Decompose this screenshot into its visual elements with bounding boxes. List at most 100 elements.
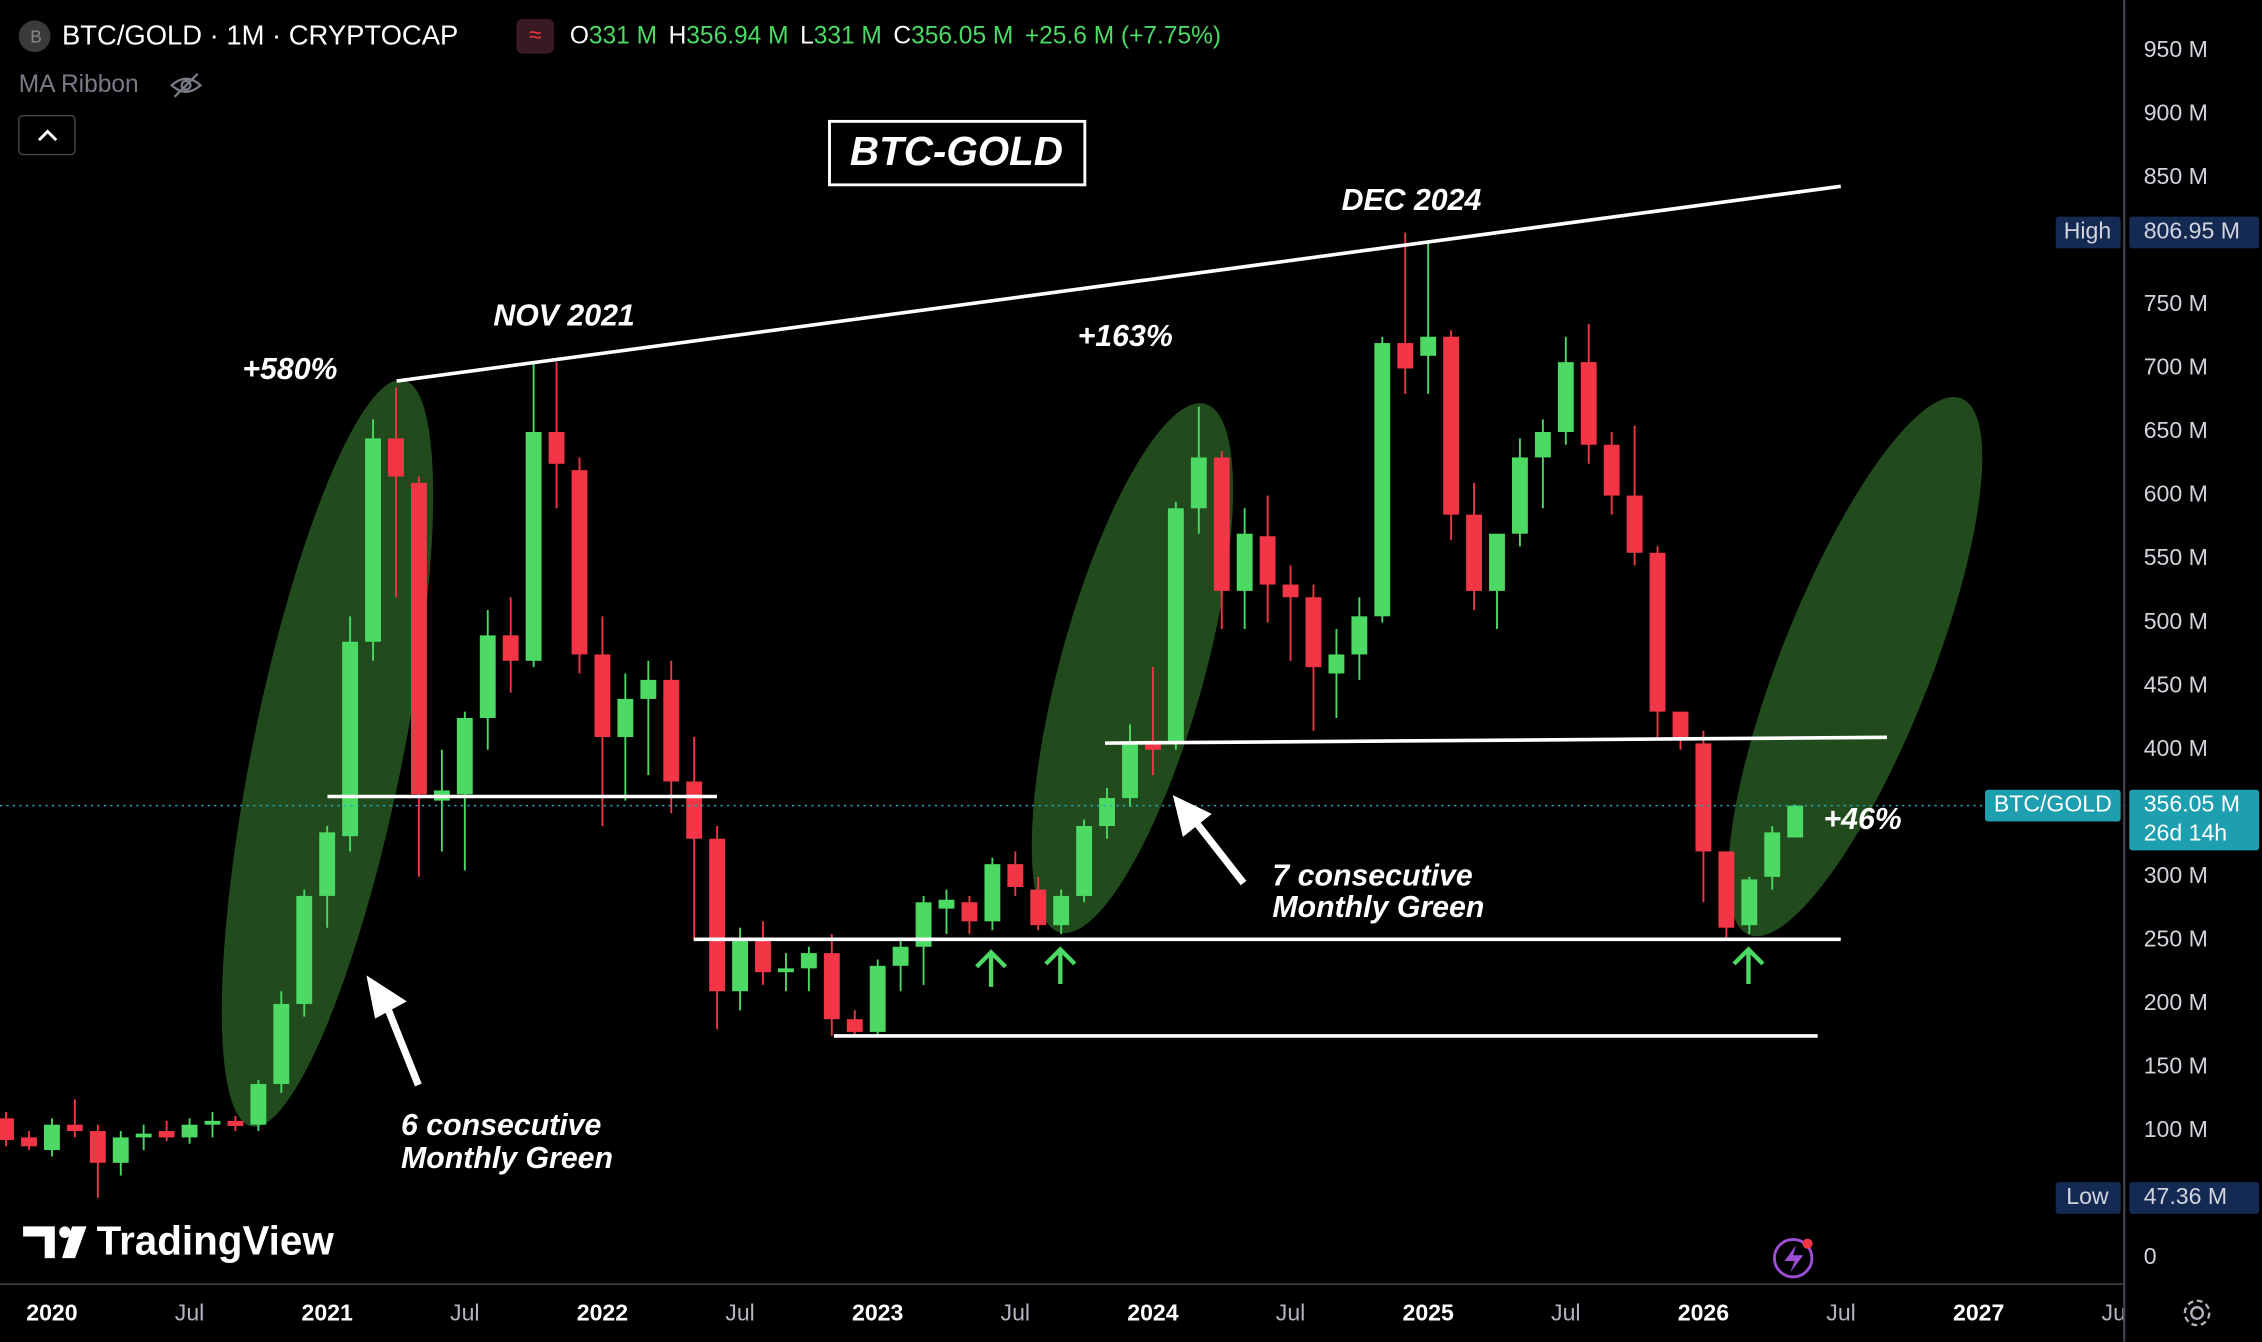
last-price-label: BTC/GOLD xyxy=(1994,791,2112,817)
y-tick-label: 550 M xyxy=(2144,544,2208,570)
candle-body xyxy=(342,641,359,837)
chart-title: BTC-GOLD xyxy=(850,128,1063,174)
candle-body xyxy=(778,968,794,973)
candle-body xyxy=(227,1120,244,1126)
candle-body xyxy=(21,1137,37,1147)
level-line xyxy=(1105,735,1887,745)
last-price-label-bg xyxy=(1985,789,2121,822)
candle-body xyxy=(938,899,955,909)
candle-body xyxy=(1190,457,1207,509)
x-tick-label: Jul xyxy=(1551,1299,1581,1325)
candle-body xyxy=(456,717,473,795)
indicator-name: MA Ribbon xyxy=(19,71,139,98)
notification-dot xyxy=(1802,1238,1813,1249)
c-label: C xyxy=(893,23,911,50)
candle-body xyxy=(66,1124,83,1132)
candle-body xyxy=(1534,432,1551,458)
x-tick-label: 2025 xyxy=(1403,1299,1455,1325)
x-tick-label: Jul xyxy=(725,1299,755,1325)
arrow xyxy=(380,997,422,1087)
x-tick-label: 2023 xyxy=(852,1299,903,1325)
candle-body xyxy=(915,902,932,947)
ohlc-values: O331 M H356.94 M L331 M C356.05 M +25.6 M (+… xyxy=(570,23,1221,50)
candle-body xyxy=(0,1118,14,1140)
annotation: 7 consecutive xyxy=(1272,859,1472,892)
candle-body xyxy=(1511,457,1528,534)
title-box xyxy=(828,119,1087,187)
x-tick-label: 2021 xyxy=(302,1299,354,1325)
y-tick-label: 900 M xyxy=(2144,99,2208,125)
candle-body xyxy=(1374,343,1391,617)
candles xyxy=(0,232,2124,1198)
candle-body xyxy=(571,470,588,655)
candle-body xyxy=(1328,654,1345,674)
candle-body xyxy=(1672,711,1689,738)
y-tick-label: 250 M xyxy=(2144,925,2208,951)
c-value: 356.05 M xyxy=(911,23,1013,50)
y-tick-label: 500 M xyxy=(2144,608,2208,634)
candle-body xyxy=(181,1124,198,1138)
hide-icon[interactable] xyxy=(169,72,203,98)
candle-body xyxy=(1695,743,1712,852)
candle-body xyxy=(1443,336,1460,515)
x-tick-label: 2022 xyxy=(577,1299,628,1325)
settings-icon[interactable] xyxy=(2183,1299,2211,1327)
low-marker-label-bg xyxy=(2055,1182,2121,1214)
h-label: H xyxy=(669,23,687,50)
watermark: TradingView xyxy=(97,1217,335,1263)
candle-body xyxy=(1741,879,1758,926)
candle-body xyxy=(1626,495,1643,553)
symbol-icon-letter: B xyxy=(30,26,42,46)
candle-body xyxy=(846,1019,863,1032)
high-marker-value-bg xyxy=(2129,216,2260,249)
candle-body xyxy=(984,864,1001,922)
candle-body xyxy=(1030,889,1047,926)
indicator-icon xyxy=(516,18,554,54)
o-label: O xyxy=(570,23,589,50)
candle-body xyxy=(273,1003,290,1085)
candle-body xyxy=(1787,805,1804,838)
low-marker-label: Low xyxy=(2066,1183,2109,1209)
candle-body xyxy=(319,832,336,896)
candle-body xyxy=(640,679,657,699)
l-value: 331 M xyxy=(814,23,882,50)
last-price-value: 356.05 M xyxy=(2144,791,2240,817)
candle-body xyxy=(250,1084,267,1125)
candle-body xyxy=(686,781,703,839)
y-tick-label: 200 M xyxy=(2144,989,2208,1015)
up-arrow xyxy=(1044,946,1077,985)
y-tick-label: 100 M xyxy=(2144,1116,2208,1142)
candle-body xyxy=(892,946,909,966)
candle-body xyxy=(755,940,771,973)
lightning-icon[interactable] xyxy=(1772,1237,1814,1279)
y-tick-label: 300 M xyxy=(2144,862,2208,888)
annotation: +580% xyxy=(242,353,337,386)
candle-body xyxy=(1489,533,1505,591)
candle-body xyxy=(1718,851,1735,928)
candle-body xyxy=(44,1124,60,1151)
x-tick-label: Jul xyxy=(1826,1299,1856,1325)
candle-body xyxy=(1099,798,1115,827)
x-tick-label: Jul xyxy=(1001,1299,1031,1325)
highlight-ellipse xyxy=(1728,396,1983,937)
countdown: 26d 14h xyxy=(2144,820,2227,846)
candle-body xyxy=(158,1131,175,1138)
candle-body xyxy=(1007,864,1024,888)
symbol: BTC/GOLD · 1M · CRYPTOCAP xyxy=(62,20,458,51)
y-tick-label: 750 M xyxy=(2144,290,2208,316)
change: +25.6 M (+7.75%) xyxy=(1025,23,1221,50)
time-axis xyxy=(0,1284,2262,1342)
x-tick-label: 2026 xyxy=(1678,1299,1729,1325)
collapse-button[interactable] xyxy=(18,114,76,156)
candle-body xyxy=(1764,832,1781,877)
candle-body xyxy=(1236,533,1253,591)
drawings xyxy=(327,184,1887,1087)
candle-body xyxy=(135,1133,152,1138)
collapse-icon xyxy=(37,129,58,142)
candle-body xyxy=(1397,343,1414,369)
high-marker-label-bg xyxy=(2055,216,2121,249)
y-tick-label: 450 M xyxy=(2144,671,2208,697)
